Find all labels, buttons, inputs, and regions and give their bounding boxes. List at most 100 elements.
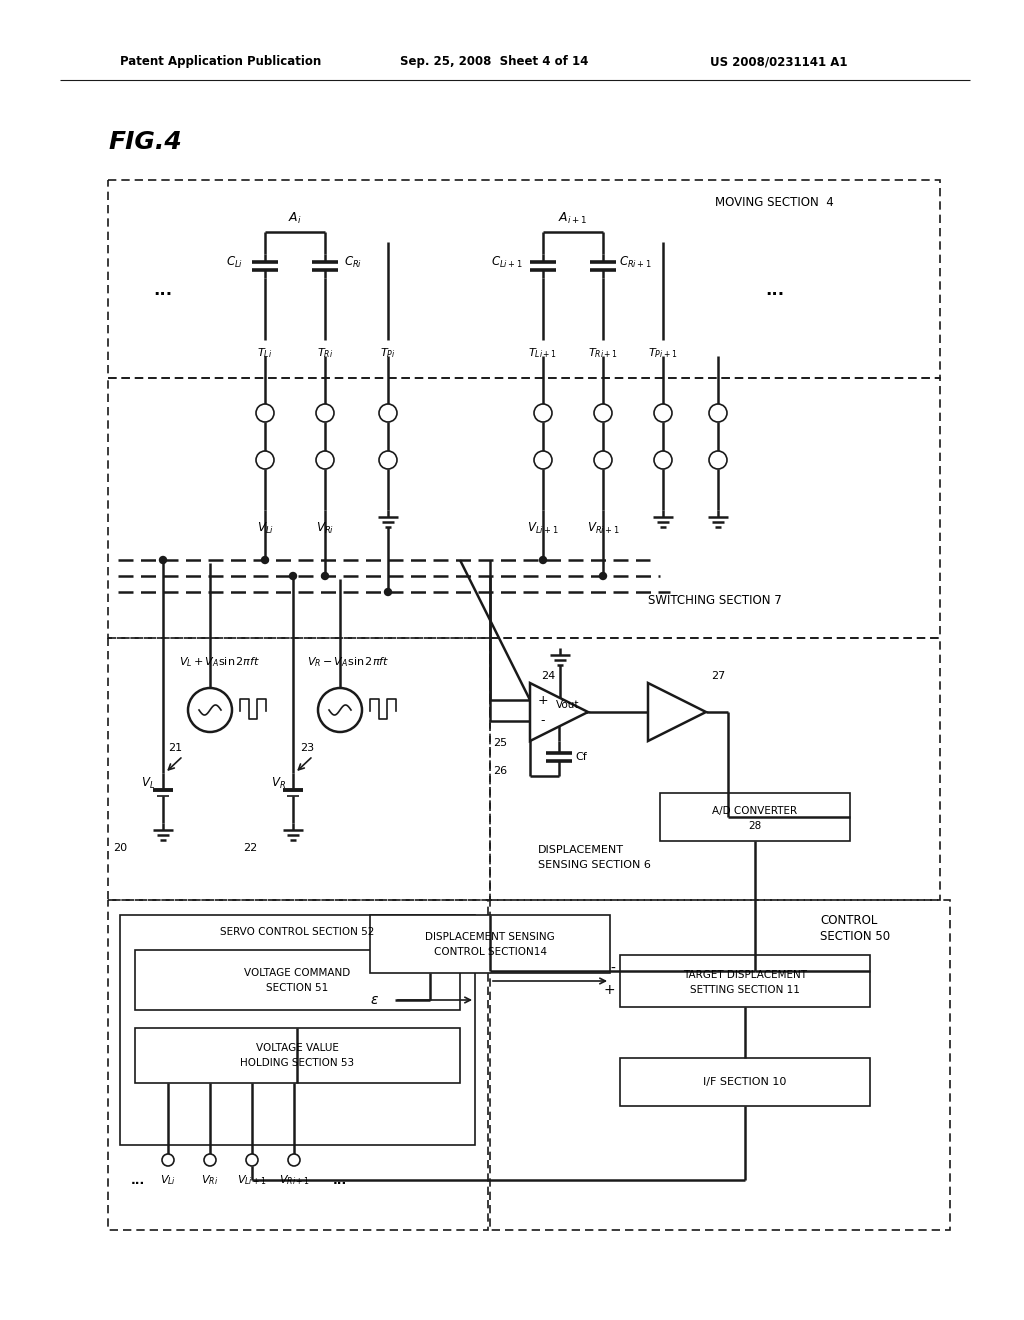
Bar: [108, 638, 490, 900]
Text: 28: 28: [749, 821, 762, 832]
Bar: [490, 900, 950, 1230]
Text: $V_{Ri}$: $V_{Ri}$: [202, 1173, 218, 1187]
Bar: [620, 1059, 870, 1106]
Text: CONTROL SECTION14: CONTROL SECTION14: [433, 946, 547, 957]
Text: ...: ...: [765, 281, 784, 300]
Text: 27: 27: [711, 671, 725, 681]
Text: $A_{i+1}$: $A_{i+1}$: [558, 210, 588, 226]
Text: Sep. 25, 2008  Sheet 4 of 14: Sep. 25, 2008 Sheet 4 of 14: [400, 55, 589, 69]
Text: SERVO CONTROL SECTION 52: SERVO CONTROL SECTION 52: [220, 927, 374, 937]
Text: $T_{Li}$: $T_{Li}$: [257, 346, 272, 360]
Text: $T_{Ri}$: $T_{Ri}$: [316, 346, 333, 360]
Bar: [108, 378, 940, 638]
Circle shape: [246, 1154, 258, 1166]
Bar: [370, 915, 610, 973]
Text: $V_{Li}$: $V_{Li}$: [257, 520, 273, 536]
Circle shape: [384, 589, 391, 595]
Text: $T_{Li+1}$: $T_{Li+1}$: [528, 346, 557, 360]
Circle shape: [162, 1154, 174, 1166]
Text: A/D CONVERTER: A/D CONVERTER: [713, 807, 798, 816]
Circle shape: [654, 404, 672, 422]
Text: SENSING SECTION 6: SENSING SECTION 6: [538, 861, 651, 870]
Text: VOLTAGE VALUE: VOLTAGE VALUE: [256, 1043, 339, 1053]
Text: $T_{Ri+1}$: $T_{Ri+1}$: [588, 346, 618, 360]
Circle shape: [594, 404, 612, 422]
Text: ...: ...: [154, 281, 173, 300]
Text: 20: 20: [113, 843, 127, 853]
Text: MOVING SECTION  4: MOVING SECTION 4: [715, 195, 834, 209]
Text: $V_{Li+1}$: $V_{Li+1}$: [237, 1173, 267, 1187]
Circle shape: [288, 1154, 300, 1166]
Circle shape: [709, 451, 727, 469]
Text: $V_R-V_A\sin2\pi ft$: $V_R-V_A\sin2\pi ft$: [307, 655, 389, 669]
Circle shape: [290, 573, 297, 579]
Text: 21: 21: [168, 743, 182, 752]
Circle shape: [534, 451, 552, 469]
Circle shape: [256, 404, 274, 422]
Text: SWITCHING SECTION 7: SWITCHING SECTION 7: [648, 594, 781, 606]
Bar: [135, 1028, 460, 1082]
Text: $T_{Pi+1}$: $T_{Pi+1}$: [648, 346, 678, 360]
Bar: [108, 900, 488, 1230]
Text: ...: ...: [131, 1173, 145, 1187]
Text: +: +: [603, 983, 615, 997]
Circle shape: [318, 688, 362, 733]
Circle shape: [594, 451, 612, 469]
Circle shape: [160, 557, 167, 564]
Circle shape: [534, 404, 552, 422]
Text: $A_i$: $A_i$: [288, 210, 302, 226]
Circle shape: [188, 688, 232, 733]
Text: US 2008/0231141 A1: US 2008/0231141 A1: [710, 55, 848, 69]
Circle shape: [204, 1154, 216, 1166]
Text: CONTROL: CONTROL: [820, 913, 878, 927]
Text: SECTION 50: SECTION 50: [820, 929, 890, 942]
Text: $\varepsilon$: $\varepsilon$: [370, 993, 379, 1007]
Text: SECTION 51: SECTION 51: [266, 983, 328, 993]
Text: $C_{Li}$: $C_{Li}$: [226, 255, 244, 269]
Bar: [108, 180, 940, 378]
Text: 24: 24: [541, 671, 555, 681]
Text: DISPLACEMENT SENSING: DISPLACEMENT SENSING: [425, 932, 555, 942]
Circle shape: [379, 451, 397, 469]
Text: -: -: [610, 962, 615, 975]
Bar: [120, 915, 475, 1144]
Text: $T_{Pi}$: $T_{Pi}$: [380, 346, 396, 360]
Text: TARGET DISPLACEMENT: TARGET DISPLACEMENT: [683, 970, 807, 979]
Text: $V_{Ri}$: $V_{Ri}$: [316, 520, 334, 536]
Text: $C_{Ri+1}$: $C_{Ri+1}$: [618, 255, 651, 269]
Text: $V_{Ri+1}$: $V_{Ri+1}$: [279, 1173, 309, 1187]
Text: $V_{Li+1}$: $V_{Li+1}$: [527, 520, 559, 536]
Text: $V_{Ri+1}$: $V_{Ri+1}$: [587, 520, 620, 536]
Text: ...: ...: [333, 1173, 347, 1187]
Circle shape: [599, 573, 606, 579]
Text: SETTING SECTION 11: SETTING SECTION 11: [690, 985, 800, 995]
Circle shape: [261, 557, 268, 564]
Circle shape: [709, 404, 727, 422]
Text: DISPLACEMENT: DISPLACEMENT: [538, 845, 624, 855]
Circle shape: [540, 557, 547, 564]
Text: VOLTAGE COMMAND: VOLTAGE COMMAND: [244, 968, 350, 978]
Text: Vout: Vout: [556, 700, 580, 710]
Text: Patent Application Publication: Patent Application Publication: [120, 55, 322, 69]
Polygon shape: [648, 682, 706, 741]
Text: $C_{Ri}$: $C_{Ri}$: [344, 255, 362, 269]
Bar: [660, 793, 850, 841]
Text: 26: 26: [493, 766, 507, 776]
Text: 23: 23: [300, 743, 314, 752]
Text: 22: 22: [243, 843, 257, 853]
Text: +: +: [538, 693, 548, 706]
Text: $C_{Li+1}$: $C_{Li+1}$: [492, 255, 523, 269]
Bar: [620, 954, 870, 1007]
Circle shape: [654, 451, 672, 469]
Text: I/F SECTION 10: I/F SECTION 10: [703, 1077, 786, 1086]
Text: Cf: Cf: [575, 752, 587, 762]
Circle shape: [322, 573, 329, 579]
Text: 25: 25: [493, 738, 507, 748]
Text: HOLDING SECTION 53: HOLDING SECTION 53: [240, 1059, 354, 1068]
Circle shape: [316, 404, 334, 422]
Circle shape: [256, 451, 274, 469]
Text: FIG.4: FIG.4: [108, 129, 181, 154]
Text: $V_L+V_A\sin2\pi ft$: $V_L+V_A\sin2\pi ft$: [179, 655, 261, 669]
Polygon shape: [530, 682, 588, 741]
Text: $V_R$: $V_R$: [270, 775, 286, 791]
